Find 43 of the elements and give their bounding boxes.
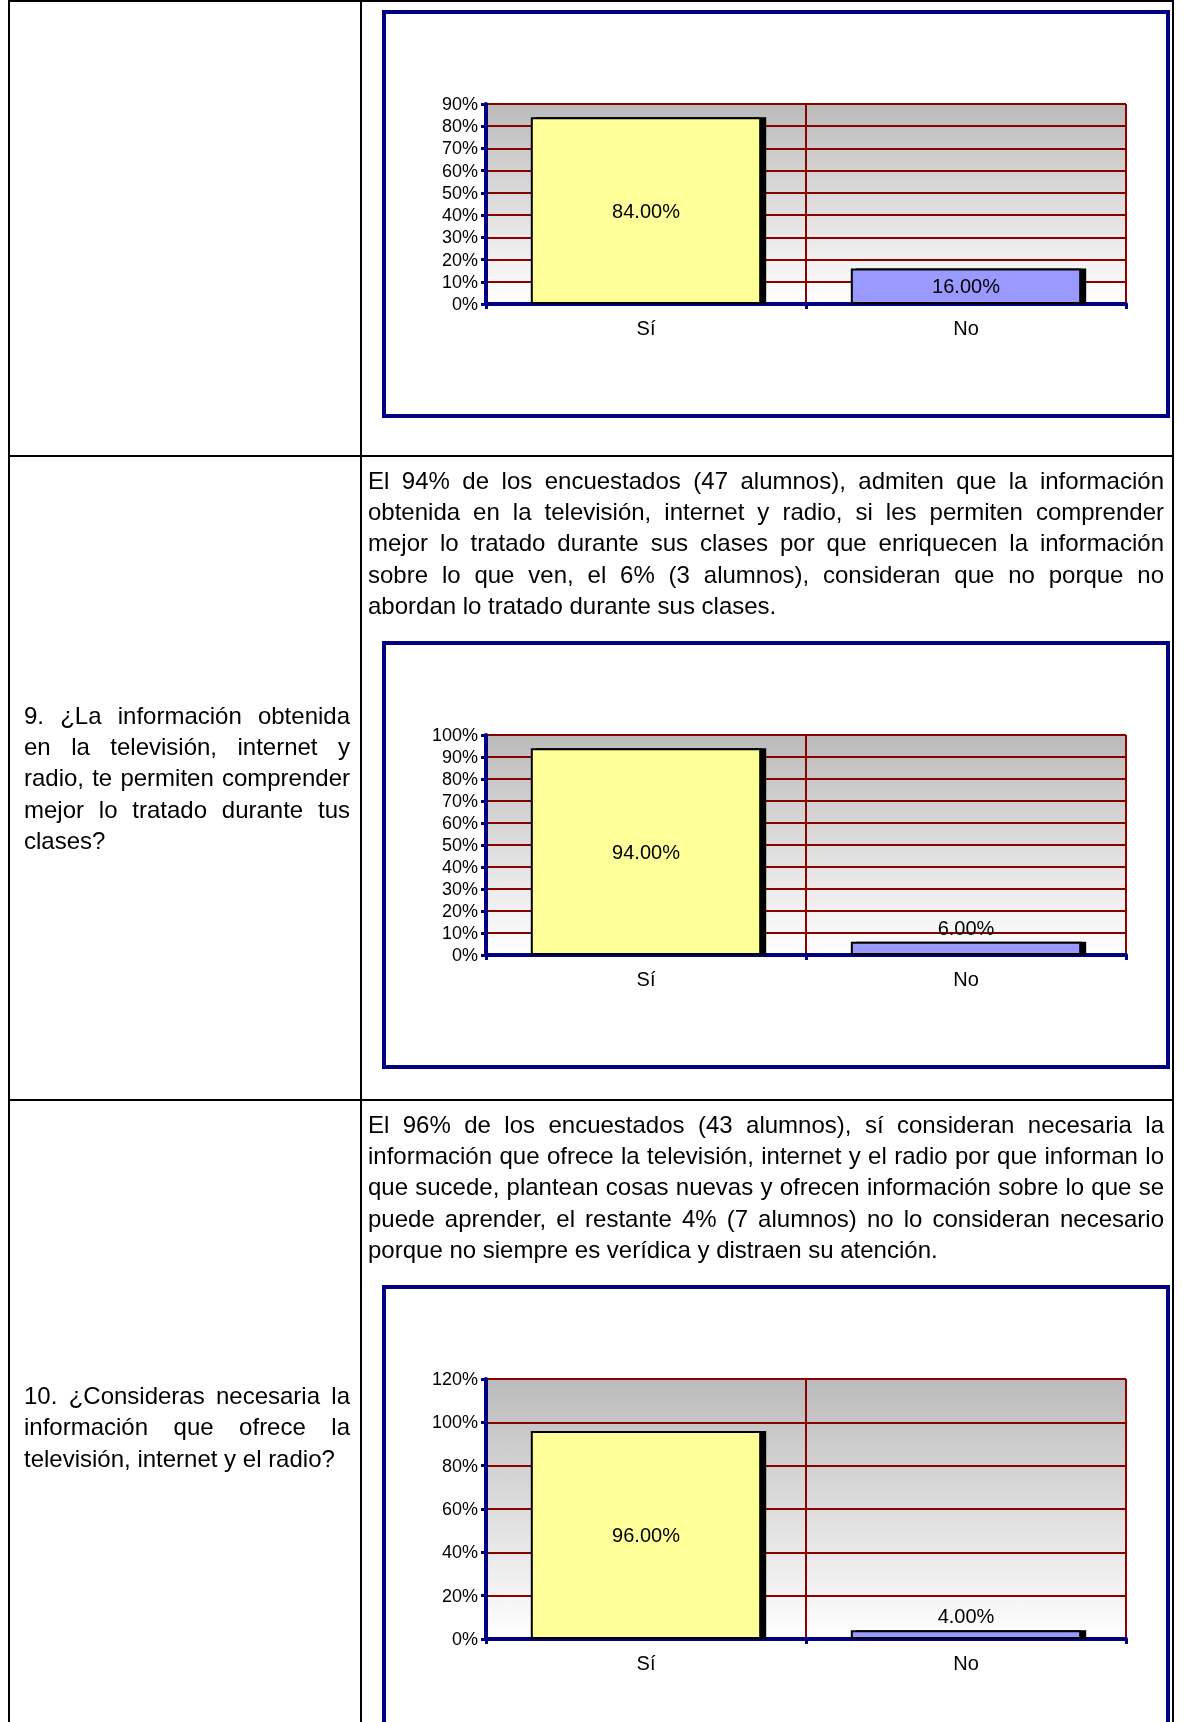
y-tick-label: 50% [441, 182, 478, 203]
y-tick-label: 50% [441, 834, 478, 855]
y-tick-label: 120% [431, 1368, 478, 1389]
x-tick-label: No [953, 1651, 979, 1674]
y-tick-label: 90% [441, 746, 478, 767]
data-label: 94.00% [612, 840, 681, 863]
y-tick-label: 80% [441, 116, 478, 137]
y-tick-label: 40% [441, 1542, 478, 1563]
y-tick-label: 30% [441, 878, 478, 899]
y-tick-label: 80% [441, 768, 478, 789]
y-tick-label: 0% [451, 944, 478, 965]
y-tick-label: 10% [441, 922, 478, 943]
y-tick-label: 20% [441, 1585, 478, 1606]
y-tick-label: 60% [441, 812, 478, 833]
y-tick-label: 20% [441, 249, 478, 270]
y-tick-label: 70% [441, 790, 478, 811]
text: 9. ¿La información obtenida en la televisión, internet y radio, te permiten comprender mejor lo tratado durante tus clases? [24, 702, 350, 854]
y-tick-label: 60% [441, 160, 478, 181]
y-tick-label: 80% [441, 1455, 478, 1476]
y-tick-label: 40% [441, 205, 478, 226]
data-label: 4.00% [937, 1605, 995, 1628]
y-tick-label: 0% [451, 294, 478, 314]
y-tick-label: 70% [441, 138, 478, 159]
data-label: 84.00% [612, 199, 681, 222]
y-tick-label: 100% [431, 724, 478, 745]
data-label: 96.00% [612, 1523, 681, 1546]
y-tick-label: 0% [451, 1628, 478, 1649]
y-tick-label: 90% [441, 94, 478, 114]
y-tick-label: 30% [441, 227, 478, 248]
y-tick-label: 20% [441, 900, 478, 921]
chart-subtitle: El 94% de los encuestados (47 alumnos), admiten que la información obtenida en la televisión, internet y radio, si les permiten comprender mejor lo tratado durante sus clases por que enriquecen la información sobre lo que ven, el 6% (3 alumnos), consideran que no porque no abordan lo tratado durante sus clases. [368, 466, 1165, 621]
data-label: 16.00% [932, 275, 1001, 298]
y-tick-label: 60% [441, 1498, 478, 1519]
y-tick-label: 10% [441, 271, 478, 292]
chart-subtitle: El 96% de los encuestados (43 alumnos), sí consideran necesaria la información que ofrece la televisión, internet y el radio por que informan lo que sucede, plantean cosas nuevas y ofrecen información sobre lo que se puede aprender, el restante 4% (7 alumnos) no lo consideran necesario porque no siempre es verídica y distraen su atención. [368, 1110, 1165, 1265]
text: 10. ¿Consideras necesaria la información que ofrece la televisión, internet y el radio? [24, 1382, 350, 1472]
x-tick-label: No [953, 967, 979, 990]
x-tick-label: Sí [636, 1651, 656, 1674]
y-tick-label: 100% [431, 1412, 478, 1433]
x-tick-label: Sí [636, 317, 656, 339]
y-tick-label: 40% [441, 856, 478, 877]
x-tick-label: Sí [636, 967, 656, 990]
x-tick-label: No [953, 317, 979, 339]
